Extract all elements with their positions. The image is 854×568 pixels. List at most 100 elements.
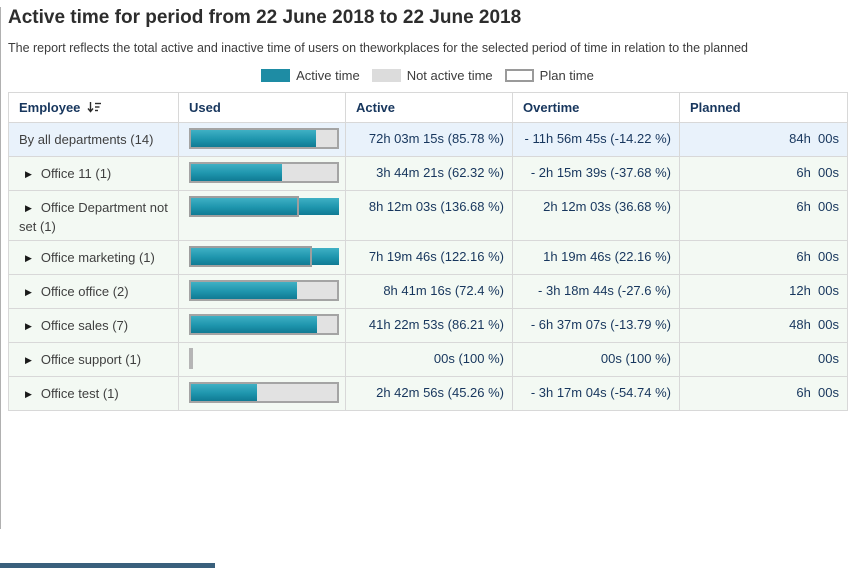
employee-cell[interactable]: ▶ Office Department not set (1) [8, 190, 179, 241]
table-row: ▶ Office test (1) 2h 42m 56s (45.26 %) - 3h… [8, 376, 848, 411]
plan-time-box [189, 246, 312, 267]
plan-time-swatch-icon [504, 69, 534, 82]
used-cell [178, 122, 346, 157]
expand-row-icon[interactable]: ▶ [25, 321, 32, 331]
overtime-cell: 1h 19m 46s (22.16 %) [512, 240, 680, 275]
used-cell [178, 156, 346, 191]
employee-label: Office support (1) [40, 352, 142, 367]
report-page: Active time for period from 22 June 2018… [0, 7, 854, 411]
used-cell [178, 308, 346, 343]
employee-cell[interactable]: ▶ Office test (1) [8, 376, 179, 411]
usage-bar [189, 246, 339, 267]
column-header-used[interactable]: Used [178, 92, 346, 123]
active-cell: 8h 41m 16s (72.4 %) [345, 274, 513, 309]
usage-bar [189, 280, 339, 301]
usage-bar [189, 382, 339, 403]
overtime-cell: - 6h 37m 07s (-13.79 %) [512, 308, 680, 343]
table-row: ▶ Office sales (7) 41h 22m 53s (86.21 %) - … [8, 308, 848, 343]
legend-label-plan: Plan time [539, 68, 594, 83]
employee-cell[interactable]: By all departments (14) [8, 122, 179, 157]
active-cell: 41h 22m 53s (86.21 %) [345, 308, 513, 343]
employee-label: Office office (2) [40, 284, 129, 299]
overtime-cell: - 2h 15m 39s (-37.68 %) [512, 156, 680, 191]
used-cell [178, 342, 346, 377]
employee-cell[interactable]: ▶ Office office (2) [8, 274, 179, 309]
planned-cell: 48h 00s [679, 308, 848, 343]
active-cell: 2h 42m 56s (45.26 %) [345, 376, 513, 411]
employee-label: Office test (1) [40, 386, 119, 401]
active-time-swatch-icon [261, 69, 291, 82]
column-header-planned[interactable]: Planned [679, 92, 848, 123]
usage-bar [189, 196, 339, 217]
horizontal-scrollbar-thumb[interactable] [0, 563, 215, 568]
active-cell: 72h 03m 15s (85.78 %) [345, 122, 513, 157]
column-header-employee[interactable]: Employee [8, 92, 179, 123]
table-row: ▶ Office Department not set (1) 8h 12m 03s… [8, 190, 848, 241]
active-time-fill [191, 384, 258, 401]
column-header-used-label: Used [189, 100, 221, 115]
legend-item-plan: Plan time [504, 68, 594, 83]
overtime-cell: - 11h 56m 45s (-14.22 %) [512, 122, 680, 157]
column-header-employee-label: Employee [19, 100, 81, 115]
active-time-fill [189, 198, 339, 215]
column-header-planned-label: Planned [690, 100, 741, 115]
page-left-border [0, 7, 1, 529]
not-active-time-swatch-icon [371, 69, 401, 82]
table-row: ▶ Office office (2) 8h 41m 16s (72.4 %) - 3… [8, 274, 848, 309]
legend: Active time Not active time Plan time [8, 68, 847, 83]
usage-bar [189, 314, 339, 335]
used-cell [178, 376, 346, 411]
planned-cell: 6h 00s [679, 376, 848, 411]
active-cell: 8h 12m 03s (136.68 %) [345, 190, 513, 241]
table-header-row: Employee Used Active Overtime Planned [8, 92, 848, 123]
column-header-active-label: Active [356, 100, 396, 115]
plan-time-box [189, 196, 299, 217]
active-time-fill [191, 282, 297, 299]
overtime-cell: - 3h 18m 44s (-27.6 %) [512, 274, 680, 309]
table-row: By all departments (14) 72h 03m 15s (85.7… [8, 122, 848, 157]
usage-bar-empty [189, 348, 193, 369]
employee-label: By all departments (14) [19, 132, 154, 147]
expand-row-icon[interactable]: ▶ [25, 389, 32, 399]
report-table: Employee Used Active Overtime Planned By… [8, 92, 848, 411]
employee-label: Office 11 (1) [40, 166, 112, 181]
active-cell: 00s (100 %) [345, 342, 513, 377]
usage-bar [189, 162, 339, 183]
overtime-cell: 2h 12m 03s (36.68 %) [512, 190, 680, 241]
column-header-active[interactable]: Active [345, 92, 513, 123]
usage-bar [189, 128, 339, 149]
plan-time-box [189, 162, 339, 183]
used-cell [178, 190, 346, 241]
planned-cell: 6h 00s [679, 190, 848, 241]
active-cell: 3h 44m 21s (62.32 %) [345, 156, 513, 191]
active-cell: 7h 19m 46s (122.16 %) [345, 240, 513, 275]
active-time-fill [189, 248, 339, 265]
used-cell [178, 240, 346, 275]
expand-row-icon[interactable]: ▶ [25, 169, 32, 179]
expand-row-icon[interactable]: ▶ [25, 287, 32, 297]
active-time-fill [191, 316, 317, 333]
expand-row-icon[interactable]: ▶ [25, 253, 32, 263]
expand-row-icon[interactable]: ▶ [25, 203, 32, 213]
employee-cell[interactable]: ▶ Office 11 (1) [8, 156, 179, 191]
overtime-cell: 00s (100 %) [512, 342, 680, 377]
sort-descending-icon[interactable] [87, 101, 102, 114]
legend-item-not-active: Not active time [371, 68, 493, 83]
table-row: ▶ Office support (1) 00s (100 %) 00s (100 %… [8, 342, 848, 377]
active-time-fill [191, 130, 317, 147]
planned-cell: 84h 00s [679, 122, 848, 157]
expand-row-icon[interactable]: ▶ [25, 355, 32, 365]
planned-cell: 00s [679, 342, 848, 377]
employee-cell[interactable]: ▶ Office sales (7) [8, 308, 179, 343]
column-header-overtime[interactable]: Overtime [512, 92, 680, 123]
plan-time-box [189, 280, 339, 301]
employee-cell[interactable]: ▶ Office support (1) [8, 342, 179, 377]
column-header-overtime-label: Overtime [523, 100, 580, 115]
page-title: Active time for period from 22 June 2018… [8, 7, 522, 28]
legend-label-not-active: Not active time [406, 68, 493, 83]
employee-cell[interactable]: ▶ Office marketing (1) [8, 240, 179, 275]
employee-label: Office sales (7) [40, 318, 129, 333]
employee-label: Office marketing (1) [40, 250, 155, 265]
planned-cell: 6h 00s [679, 156, 848, 191]
planned-cell: 12h 00s [679, 274, 848, 309]
